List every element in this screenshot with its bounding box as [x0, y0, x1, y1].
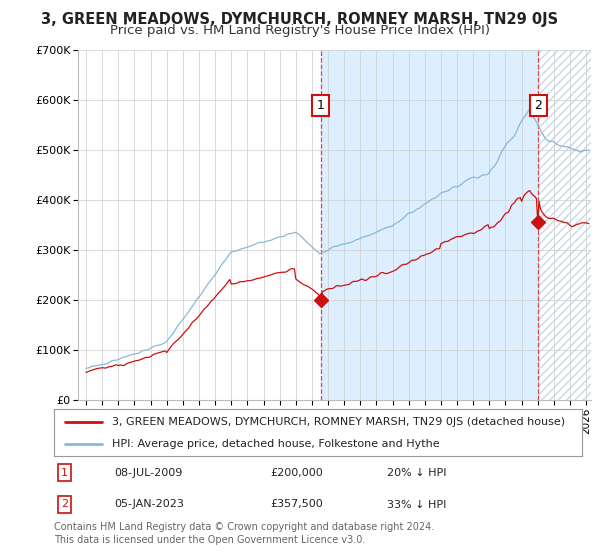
Text: 1: 1 — [61, 468, 68, 478]
Text: 3, GREEN MEADOWS, DYMCHURCH, ROMNEY MARSH, TN29 0JS (detached house): 3, GREEN MEADOWS, DYMCHURCH, ROMNEY MARS… — [112, 417, 565, 427]
Text: HPI: Average price, detached house, Folkestone and Hythe: HPI: Average price, detached house, Folk… — [112, 438, 440, 449]
Bar — [538, 50, 599, 400]
Text: 1: 1 — [317, 99, 325, 112]
Text: 08-JUL-2009: 08-JUL-2009 — [115, 468, 183, 478]
Text: 05-JAN-2023: 05-JAN-2023 — [115, 500, 185, 510]
Text: 2: 2 — [535, 99, 542, 112]
Text: 33% ↓ HPI: 33% ↓ HPI — [386, 500, 446, 510]
Bar — [538, 50, 599, 400]
Text: Contains HM Land Registry data © Crown copyright and database right 2024.
This d: Contains HM Land Registry data © Crown c… — [54, 522, 434, 545]
Text: £357,500: £357,500 — [271, 500, 323, 510]
Text: 2: 2 — [61, 500, 68, 510]
Bar — [320, 50, 538, 400]
Text: Price paid vs. HM Land Registry's House Price Index (HPI): Price paid vs. HM Land Registry's House … — [110, 24, 490, 36]
Text: 3, GREEN MEADOWS, DYMCHURCH, ROMNEY MARSH, TN29 0JS: 3, GREEN MEADOWS, DYMCHURCH, ROMNEY MARS… — [41, 12, 559, 27]
Text: 20% ↓ HPI: 20% ↓ HPI — [386, 468, 446, 478]
Text: £200,000: £200,000 — [271, 468, 323, 478]
